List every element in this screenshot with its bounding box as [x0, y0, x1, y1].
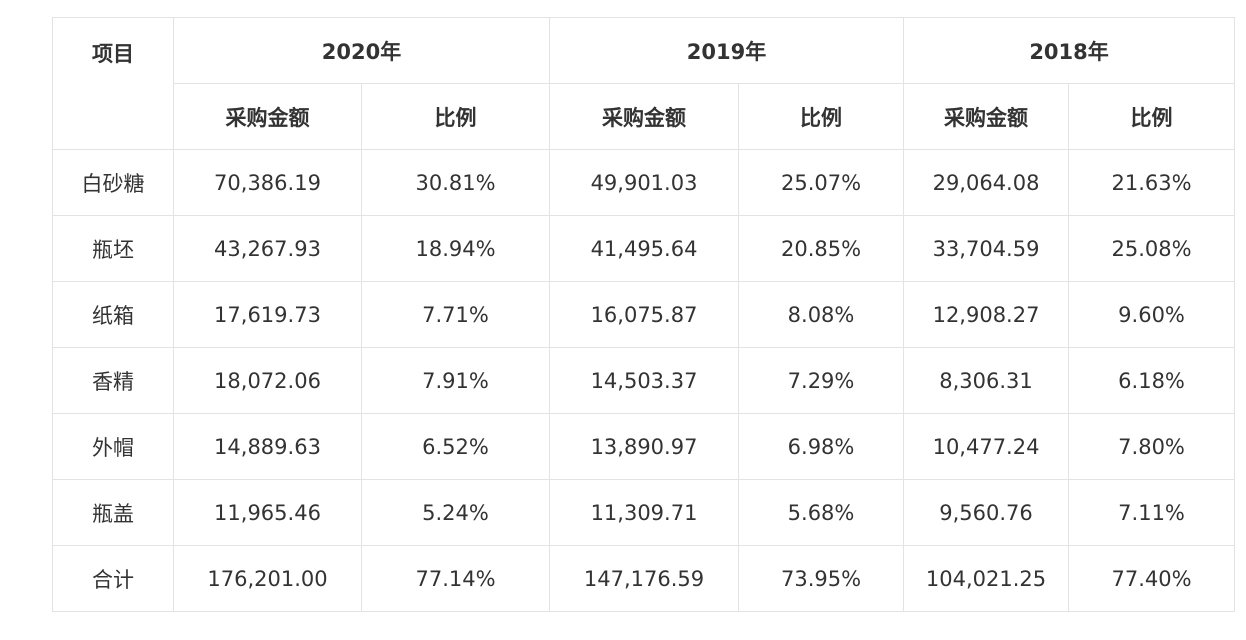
table-cell: 17,619.73 [173, 281, 362, 348]
subheader-amount: 采购金额 [549, 83, 740, 150]
table-cell: 18,072.06 [173, 347, 362, 414]
table-cell: 41,495.64 [549, 215, 740, 282]
header-row-subheaders: 采购金额 比例 采购金额 比例 采购金额 比例 [53, 83, 1236, 150]
table-cell: 8,306.31 [903, 347, 1070, 414]
table-cell: 73.95% [738, 545, 905, 612]
table-cell: 8.08% [738, 281, 905, 348]
year-header-2020: 2020年 [172, 17, 551, 84]
table-cell: 20.85% [738, 215, 905, 282]
row-item-label: 香精 [52, 347, 174, 414]
table-cell: 6.52% [360, 413, 551, 480]
table-row: 纸箱 17,619.73 7.71% 16,075.87 8.08% 12,90… [52, 281, 1236, 348]
table-cell: 25.08% [1068, 215, 1236, 282]
table-cell: 147,176.59 [549, 545, 740, 612]
table-cell: 11,309.71 [549, 479, 740, 546]
row-item-label: 外帽 [52, 413, 174, 480]
table-cell: 6.98% [738, 413, 905, 480]
row-item-label: 瓶坯 [52, 215, 174, 282]
purchase-table-container: 项目 2020年 2019年 2018年 采购金额 比例 采购金额 比例 采购金… [52, 17, 1236, 612]
table-row: 白砂糖 70,386.19 30.81% 49,901.03 25.07% 29… [52, 149, 1236, 216]
table-cell: 21.63% [1068, 149, 1236, 216]
table-cell: 7.80% [1068, 413, 1236, 480]
table-cell: 11,965.46 [173, 479, 362, 546]
subheader-ratio: 比例 [360, 83, 551, 150]
table-cell: 29,064.08 [903, 149, 1070, 216]
table-cell: 10,477.24 [903, 413, 1070, 480]
table-cell: 7.91% [360, 347, 551, 414]
row-item-label: 瓶盖 [52, 479, 174, 546]
table-cell: 7.71% [360, 281, 551, 348]
subheader-amount: 采购金额 [173, 83, 362, 150]
table-cell: 49,901.03 [549, 149, 740, 216]
table-cell: 104,021.25 [903, 545, 1070, 612]
table-cell: 14,889.63 [173, 413, 362, 480]
header-row-years: 项目 2020年 2019年 2018年 [52, 17, 1236, 150]
table-cell: 14,503.37 [549, 347, 740, 414]
item-header: 项目 [52, 17, 174, 150]
table-cell: 77.40% [1068, 545, 1236, 612]
table-cell: 176,201.00 [173, 545, 362, 612]
table-cell: 25.07% [738, 149, 905, 216]
subheader-ratio: 比例 [738, 83, 905, 150]
table-cell: 43,267.93 [173, 215, 362, 282]
table-cell: 13,890.97 [549, 413, 740, 480]
row-item-label: 合计 [52, 545, 174, 612]
table-cell: 33,704.59 [903, 215, 1070, 282]
table-cell: 7.29% [738, 347, 905, 414]
table-row-total: 合计 176,201.00 77.14% 147,176.59 73.95% 1… [52, 545, 1236, 612]
table-cell: 5.24% [360, 479, 551, 546]
table-row: 外帽 14,889.63 6.52% 13,890.97 6.98% 10,47… [52, 413, 1236, 480]
subheader-ratio: 比例 [1068, 83, 1236, 150]
table-row: 香精 18,072.06 7.91% 14,503.37 7.29% 8,306… [52, 347, 1236, 414]
table-cell: 6.18% [1068, 347, 1236, 414]
table-cell: 18.94% [360, 215, 551, 282]
table-cell: 77.14% [360, 545, 551, 612]
table-cell: 5.68% [738, 479, 905, 546]
table-cell: 30.81% [360, 149, 551, 216]
table-row: 瓶盖 11,965.46 5.24% 11,309.71 5.68% 9,560… [52, 479, 1236, 546]
table-cell: 7.11% [1068, 479, 1236, 546]
subheader-amount: 采购金额 [903, 83, 1070, 150]
row-item-label: 纸箱 [52, 281, 174, 348]
table-cell: 70,386.19 [173, 149, 362, 216]
table-cell: 9.60% [1068, 281, 1236, 348]
year-header-2019: 2019年 [549, 17, 905, 84]
year-header-2018: 2018年 [903, 17, 1236, 84]
table-cell: 9,560.76 [903, 479, 1070, 546]
table-cell: 12,908.27 [903, 281, 1070, 348]
table-cell: 16,075.87 [549, 281, 740, 348]
purchase-table: 项目 2020年 2019年 2018年 采购金额 比例 采购金额 比例 采购金… [52, 17, 1236, 612]
table-row: 瓶坯 43,267.93 18.94% 41,495.64 20.85% 33,… [52, 215, 1236, 282]
row-item-label: 白砂糖 [52, 149, 174, 216]
